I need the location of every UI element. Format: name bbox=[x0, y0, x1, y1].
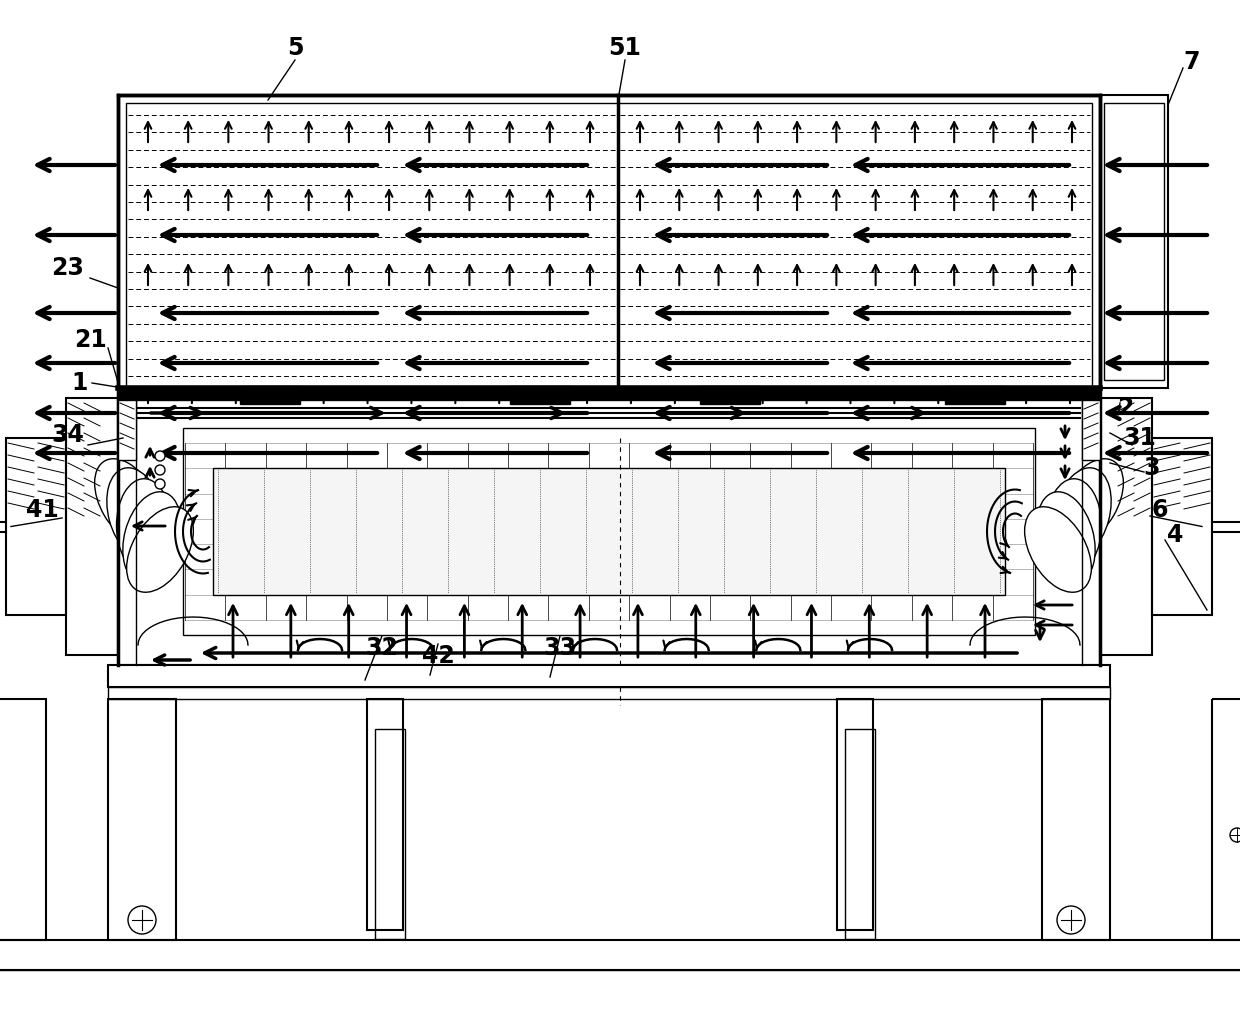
Bar bbox=[945, 386, 1004, 404]
Text: 32: 32 bbox=[366, 636, 398, 660]
Text: 42: 42 bbox=[422, 644, 454, 668]
Bar bbox=[213, 468, 1004, 595]
Ellipse shape bbox=[1053, 468, 1111, 559]
Bar bbox=[1211, 699, 1240, 940]
Ellipse shape bbox=[123, 491, 181, 583]
Bar bbox=[126, 103, 1092, 388]
Text: 23: 23 bbox=[52, 256, 84, 280]
Bar bbox=[6, 438, 66, 615]
Bar bbox=[0, 699, 46, 940]
Bar bbox=[118, 388, 1100, 665]
Text: 4: 4 bbox=[1167, 523, 1183, 547]
Bar bbox=[374, 729, 405, 939]
Ellipse shape bbox=[1037, 491, 1095, 583]
Text: 2: 2 bbox=[1117, 396, 1133, 420]
Bar bbox=[108, 699, 176, 940]
Bar bbox=[1152, 438, 1211, 615]
Bar bbox=[1104, 103, 1164, 380]
Bar bbox=[66, 398, 118, 655]
Ellipse shape bbox=[1056, 459, 1123, 544]
Bar bbox=[844, 729, 875, 939]
Circle shape bbox=[1056, 906, 1085, 934]
Bar bbox=[701, 386, 760, 404]
Bar bbox=[1042, 699, 1110, 940]
Circle shape bbox=[155, 465, 165, 475]
Ellipse shape bbox=[94, 459, 161, 544]
Bar bbox=[1100, 398, 1152, 655]
Bar bbox=[118, 95, 1100, 388]
Bar bbox=[184, 428, 1035, 635]
Ellipse shape bbox=[107, 468, 165, 559]
Text: 31: 31 bbox=[1123, 426, 1157, 450]
Text: 51: 51 bbox=[609, 36, 641, 60]
Text: 21: 21 bbox=[73, 328, 107, 352]
Ellipse shape bbox=[117, 479, 171, 572]
Text: 6: 6 bbox=[1152, 498, 1168, 522]
Ellipse shape bbox=[126, 506, 193, 593]
Circle shape bbox=[1230, 828, 1240, 842]
Bar bbox=[1083, 390, 1100, 460]
Ellipse shape bbox=[1024, 506, 1091, 593]
Text: 7: 7 bbox=[1184, 50, 1200, 74]
Text: 5: 5 bbox=[286, 36, 304, 60]
Text: 33: 33 bbox=[543, 636, 577, 660]
Bar bbox=[108, 687, 1110, 699]
Bar bbox=[510, 386, 570, 404]
Ellipse shape bbox=[1047, 479, 1101, 572]
Bar bbox=[118, 390, 136, 460]
Text: 3: 3 bbox=[1143, 456, 1161, 480]
Bar bbox=[108, 665, 1110, 687]
Circle shape bbox=[128, 906, 156, 934]
Text: 1: 1 bbox=[72, 371, 88, 395]
Bar bbox=[1100, 95, 1168, 388]
Bar bbox=[241, 386, 300, 404]
Bar bbox=[367, 699, 403, 930]
Text: 41: 41 bbox=[26, 498, 58, 522]
Bar bbox=[837, 699, 873, 930]
Text: 34: 34 bbox=[52, 423, 84, 447]
Bar bbox=[0, 940, 1240, 970]
Circle shape bbox=[155, 479, 165, 489]
Circle shape bbox=[155, 451, 165, 461]
